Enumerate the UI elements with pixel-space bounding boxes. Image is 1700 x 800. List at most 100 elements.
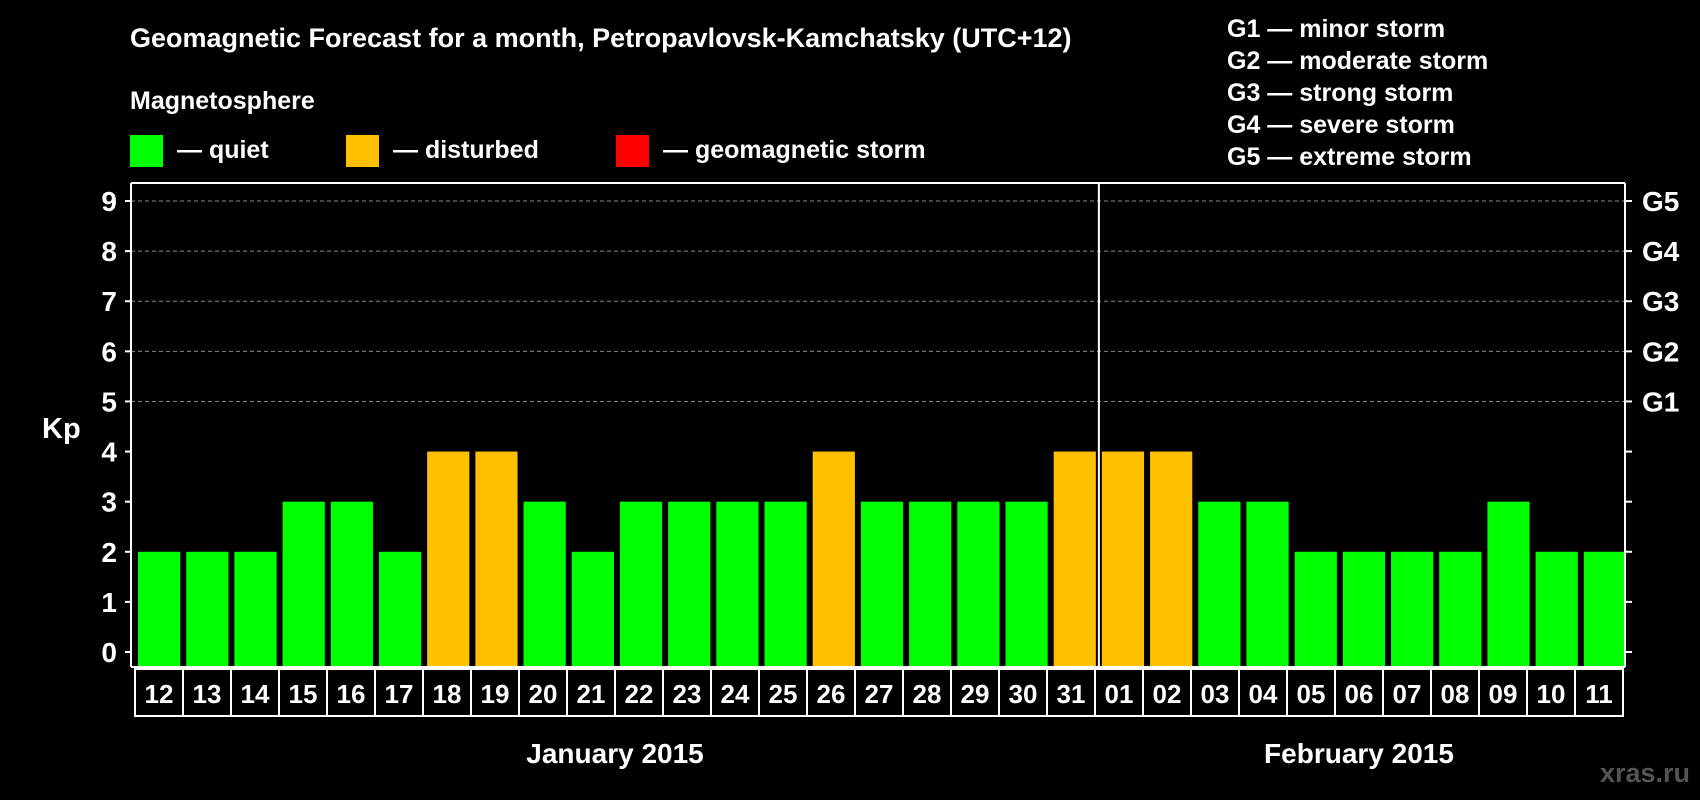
bar-21 — [571, 551, 614, 666]
x-tick-label: 22 — [625, 679, 654, 709]
chart-title: Geomagnetic Forecast for a month, Petrop… — [130, 23, 1072, 53]
x-tick-label: 20 — [529, 679, 558, 709]
y-tick-label: 1 — [101, 587, 117, 618]
y-tick-label: 6 — [101, 336, 117, 367]
x-tick-label: 16 — [337, 679, 366, 709]
storm-scale-item: G1 — minor storm — [1227, 15, 1445, 43]
x-tick-label: 14 — [241, 679, 270, 709]
bar-18 — [427, 451, 470, 666]
legend-swatch-quiet — [130, 135, 163, 167]
x-tick-label: 24 — [721, 679, 750, 709]
bar-31 — [1053, 451, 1096, 666]
x-tick-label: 18 — [433, 679, 462, 709]
right-axis-label-g3: G3 — [1642, 286, 1679, 317]
y-tick-label: 2 — [101, 537, 117, 568]
right-axis-g-labels: G1 G2 G3 G4 G5 — [1642, 186, 1680, 417]
bar-29 — [957, 501, 1000, 666]
bar-12 — [138, 551, 181, 666]
x-tick-label: 12 — [145, 679, 174, 709]
legend-label-quiet: — quiet — [177, 136, 269, 164]
bar-04 — [1246, 501, 1289, 666]
x-tick-label: 21 — [577, 679, 606, 709]
x-tick-label: 29 — [961, 679, 990, 709]
x-tick-label: 10 — [1537, 679, 1566, 709]
bars — [138, 451, 1626, 666]
bar-25 — [764, 501, 807, 666]
bar-14 — [234, 551, 277, 666]
x-tick-label: 02 — [1153, 679, 1182, 709]
x-tick-label: 05 — [1297, 679, 1326, 709]
bar-05 — [1294, 551, 1337, 666]
bar-13 — [186, 551, 229, 666]
bar-06 — [1342, 551, 1386, 666]
y-tick-label: 7 — [101, 286, 117, 317]
storm-scale-item: G2 — moderate storm — [1227, 47, 1488, 75]
y-tick-label: 9 — [101, 186, 117, 217]
bar-24 — [716, 501, 759, 666]
right-axis-label-g5: G5 — [1642, 186, 1679, 217]
storm-scale-item: G5 — extreme storm — [1227, 143, 1472, 171]
bar-11 — [1583, 551, 1626, 666]
right-axis-label-g2: G2 — [1642, 336, 1679, 367]
x-tick-label: 17 — [385, 679, 414, 709]
y-axis-label: Kp — [42, 413, 81, 445]
x-tick-label: 13 — [193, 679, 222, 709]
y-tick-label: 8 — [101, 236, 117, 267]
bar-08 — [1439, 551, 1482, 666]
storm-scale-legend: G1 — minor storm G2 — moderate storm G3 — … — [1227, 15, 1488, 171]
bar-17 — [378, 551, 422, 666]
y-tick-label: 0 — [101, 637, 117, 668]
x-label-frame — [134, 668, 1624, 717]
right-axis-label-g1: G1 — [1642, 386, 1679, 417]
bar-10 — [1535, 551, 1578, 666]
x-tick-label: 04 — [1249, 679, 1278, 709]
y-tick-label: 5 — [101, 386, 117, 417]
x-tick-label: 31 — [1057, 679, 1086, 709]
axes — [130, 182, 1626, 668]
bar-09 — [1487, 501, 1530, 666]
x-tick-label: 15 — [289, 679, 318, 709]
bar-15 — [282, 501, 325, 666]
x-tick-label: 30 — [1009, 679, 1038, 709]
x-tick-label: 08 — [1441, 679, 1470, 709]
x-tick-label: 26 — [817, 679, 846, 709]
x-tick-label: 23 — [673, 679, 702, 709]
x-tick-label: 27 — [865, 679, 894, 709]
x-axis-day-labels: 12 13 14 15 16 17 18 19 20 21 22 23 24 25 26 27 28 29 30 31… — [134, 668, 1624, 717]
y-tick-label: 3 — [101, 487, 117, 518]
bar-30 — [1005, 501, 1048, 666]
month-label: February 2015 — [1264, 738, 1454, 769]
y-tick-label: 4 — [101, 437, 117, 468]
x-tick-label: 09 — [1489, 679, 1518, 709]
x-tick-label: 11 — [1585, 679, 1613, 709]
bar-22 — [619, 501, 663, 666]
bar-28 — [909, 501, 952, 666]
bar-02 — [1150, 451, 1193, 666]
bar-27 — [860, 501, 904, 666]
bar-16 — [330, 501, 373, 666]
legend: — quiet — disturbed — geomagnetic storm — [130, 135, 926, 167]
x-tick-label: 19 — [481, 679, 510, 709]
x-tick-label: 01 — [1105, 679, 1134, 709]
bar-19 — [475, 451, 518, 666]
bar-03 — [1198, 501, 1241, 666]
x-tick-label: 07 — [1393, 679, 1422, 709]
watermark: xras.ru — [1600, 758, 1690, 788]
x-tick-label: 06 — [1345, 679, 1374, 709]
bar-07 — [1391, 551, 1434, 666]
legend-swatch-storm — [616, 135, 649, 167]
right-axis-label-g4: G4 — [1642, 236, 1680, 267]
x-tick-label: 28 — [913, 679, 942, 709]
legend-label-storm: — geomagnetic storm — [663, 136, 926, 164]
legend-label-disturbed: — disturbed — [393, 136, 539, 164]
bar-01 — [1101, 451, 1145, 666]
x-tick-label: 03 — [1201, 679, 1230, 709]
grid-lines — [131, 200, 1625, 402]
bar-23 — [668, 501, 711, 666]
bar-20 — [523, 501, 566, 666]
month-label: January 2015 — [526, 738, 703, 769]
month-labels: January 2015 February 2015 — [526, 738, 1454, 769]
legend-swatch-disturbed — [346, 135, 379, 167]
storm-scale-item: G4 — severe storm — [1227, 111, 1455, 139]
